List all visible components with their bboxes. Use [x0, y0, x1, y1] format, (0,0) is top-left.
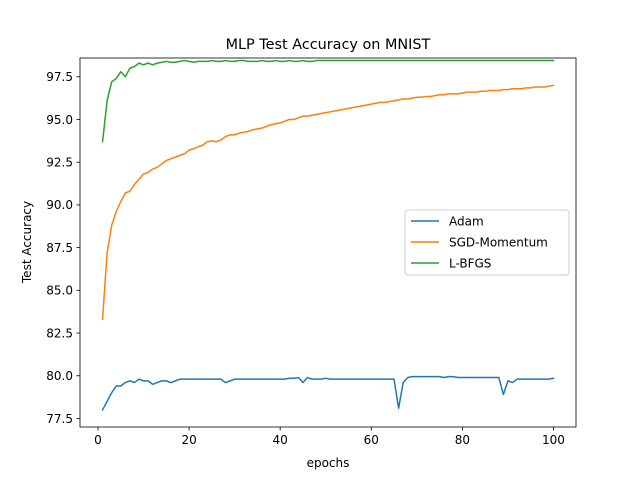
- series-line-sgd-momentum: [101, 84, 555, 321]
- y-tick-label: 87.5: [46, 241, 73, 255]
- plot-frame: [79, 57, 577, 428]
- series-line-adam: [101, 375, 555, 411]
- legend-label: Adam: [449, 214, 484, 228]
- x-axis: 0 20 40 60 80 100: [94, 427, 565, 447]
- series-group: [101, 59, 555, 411]
- y-tick-label: 95.0: [46, 113, 73, 127]
- chart-title: MLP Test Accuracy on MNIST: [226, 37, 431, 53]
- x-tick-label: 40: [273, 433, 288, 447]
- y-axis-title: Test Accuracy: [20, 201, 34, 284]
- y-axis: 77.5 80.0 82.5 85.0 87.5 90.0 92.5 95.0 97.5: [46, 70, 80, 426]
- y-tick-label: 85.0: [46, 284, 73, 298]
- x-tick-label: 60: [364, 433, 379, 447]
- y-tick-label: 80.0: [46, 369, 73, 383]
- legend: Adam SGD-Momentum L-BFGS: [404, 209, 570, 276]
- y-tick-label: 90.0: [46, 198, 73, 212]
- x-tick-label: 80: [455, 433, 470, 447]
- y-tick-label: 82.5: [46, 326, 73, 340]
- x-tick-label: 20: [181, 433, 196, 447]
- y-tick-label: 92.5: [46, 156, 73, 170]
- x-axis-title: epochs: [307, 456, 350, 470]
- y-tick-label: 77.5: [46, 412, 73, 426]
- x-tick-label: 100: [542, 433, 565, 447]
- x-tick-label: 0: [94, 433, 102, 447]
- axes-frame: [79, 57, 577, 428]
- legend-label: SGD-Momentum: [449, 235, 548, 249]
- legend-box: [404, 209, 570, 276]
- series-line-l-bfgs: [101, 59, 555, 143]
- legend-label: L-BFGS: [449, 256, 491, 270]
- y-tick-label: 97.5: [46, 70, 73, 84]
